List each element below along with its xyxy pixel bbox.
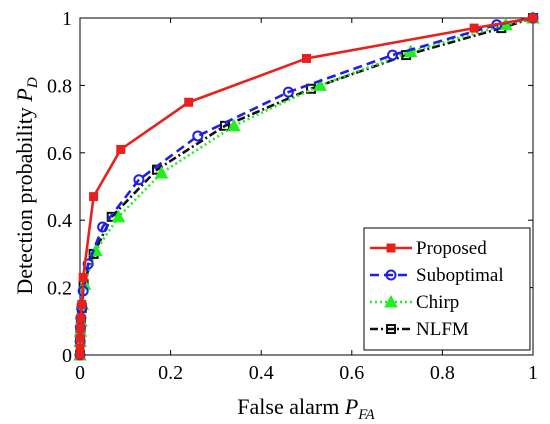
data-point-chirp (111, 209, 126, 223)
data-point-proposed (77, 299, 87, 309)
x-tick-label: 0.2 (158, 362, 183, 384)
legend-label-proposed: Proposed (416, 238, 487, 259)
data-point-proposed (116, 144, 126, 154)
x-axis-label: False alarm PFA (237, 394, 375, 423)
data-point-proposed (78, 272, 88, 282)
data-point-proposed (75, 323, 85, 333)
data-point-suboptimal (387, 49, 399, 61)
series-proposed (75, 13, 538, 360)
y-tick-label: 0.6 (47, 143, 72, 165)
legend-marker-nlfm (386, 324, 396, 334)
y-tick-label: 1 (62, 8, 72, 30)
data-point-proposed (302, 53, 311, 63)
data-point-suboptimal (133, 174, 145, 186)
data-point-proposed (76, 313, 86, 323)
y-tick-label: 0.4 (47, 210, 72, 232)
legend-label-suboptimal: Suboptimal (416, 265, 504, 286)
x-tick-label: 0.6 (339, 362, 364, 384)
legend-entry-chirp: Chirp (370, 292, 459, 313)
y-tick-label: 0.8 (47, 75, 72, 97)
x-tick-label: 0.8 (430, 362, 455, 384)
legend-marker-chirp (384, 294, 398, 308)
data-point-chirp (154, 165, 169, 179)
y-tick-label: 0 (62, 345, 72, 367)
data-point-chirp (313, 78, 327, 91)
legend-label-chirp: Chirp (416, 292, 459, 313)
x-tick-label: 0.4 (249, 362, 274, 384)
data-point-proposed (184, 97, 194, 107)
legend-items: Proposed Suboptimal Chirp NLFM (370, 238, 504, 340)
legend-entry-nlfm: NLFM (370, 319, 469, 340)
series-layer (73, 10, 540, 361)
legend-entry-proposed: Proposed (370, 238, 487, 259)
y-tick-label: 0.2 (47, 278, 72, 300)
data-point-chirp (227, 118, 241, 132)
legend-marker-suboptimal (385, 269, 397, 281)
y-axis-label: Detection probability PD (12, 77, 41, 295)
series-line-nlfm (78, 16, 534, 356)
data-point-proposed (75, 343, 85, 353)
legend-entry-suboptimal: Suboptimal (370, 265, 504, 286)
data-point-proposed (89, 192, 99, 202)
data-point-suboptimal (192, 130, 204, 142)
data-point-proposed (75, 333, 85, 343)
data-point-suboptimal (97, 221, 109, 233)
data-point-proposed (528, 13, 538, 23)
x-tick-label: 0 (75, 362, 85, 384)
x-tick-label: 1 (528, 362, 538, 384)
legend-marker-proposed (386, 243, 396, 253)
legend-label-nlfm: NLFM (416, 319, 469, 340)
data-point-suboptimal (282, 86, 294, 98)
data-point-proposed (469, 23, 479, 33)
legend: Proposed Suboptimal Chirp NLFM (363, 227, 531, 351)
